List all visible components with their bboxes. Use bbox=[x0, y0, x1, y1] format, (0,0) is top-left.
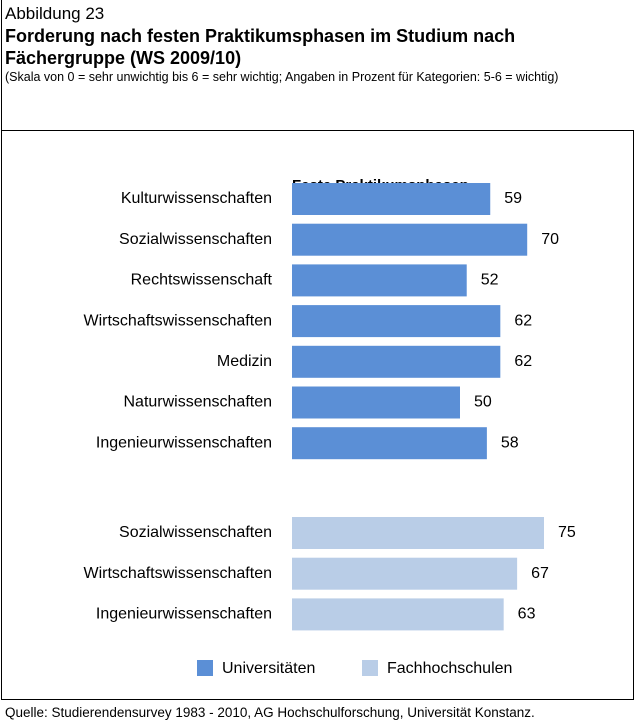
title: Forderung nach festen Praktikumsphasen i… bbox=[5, 26, 516, 68]
figure-label: Abbildung 23 bbox=[5, 4, 105, 23]
bar bbox=[292, 557, 518, 590]
category-label: Ingenieurwissenschaften bbox=[96, 434, 272, 451]
category-label: Medizin bbox=[217, 353, 272, 370]
category-label: Sozialwissenschaften bbox=[119, 524, 272, 541]
bar bbox=[292, 305, 501, 338]
category-label: Sozialwissenschaften bbox=[119, 231, 272, 248]
value-label: 62 bbox=[514, 312, 532, 329]
category-label: Rechtswissenschaft bbox=[131, 272, 273, 289]
category-label: Ingenieurwissenschaften bbox=[96, 606, 272, 623]
category-label: Naturwissenschaften bbox=[123, 394, 272, 411]
value-label: 75 bbox=[558, 524, 576, 541]
category-label: Wirtschaftswissenschaften bbox=[83, 565, 272, 582]
legend-label: Universitäten bbox=[222, 660, 315, 677]
value-label: 59 bbox=[504, 190, 522, 207]
bar bbox=[292, 223, 528, 256]
note: (Skala von 0 = sehr unwichtig bis 6 = se… bbox=[5, 70, 559, 84]
value-label: 67 bbox=[531, 565, 549, 582]
value-label: 50 bbox=[474, 394, 492, 411]
bar bbox=[292, 345, 501, 378]
source: Quelle: Studierendensurvey 1983 - 2010, … bbox=[5, 705, 535, 720]
legend-swatch bbox=[197, 660, 213, 676]
bar bbox=[292, 264, 467, 297]
frame bbox=[1, 130, 634, 700]
value-label: 63 bbox=[518, 606, 536, 623]
legend-label: Fachhochschulen bbox=[387, 660, 512, 677]
category-label: Kulturwissenschaften bbox=[121, 190, 272, 207]
value-label: 70 bbox=[541, 231, 559, 248]
legend-swatch bbox=[362, 660, 378, 676]
bar bbox=[292, 598, 504, 631]
bar bbox=[292, 183, 491, 215]
bar bbox=[292, 427, 487, 460]
value-label: 62 bbox=[514, 353, 532, 370]
header: Abbildung 23 Forderung nach festen Prakt… bbox=[5, 3, 625, 85]
value-label: 58 bbox=[501, 434, 519, 451]
category-label: Wirtschaftswissenschaften bbox=[83, 312, 272, 329]
bar bbox=[292, 517, 544, 549]
bar bbox=[292, 386, 460, 419]
value-label: 52 bbox=[481, 272, 499, 289]
